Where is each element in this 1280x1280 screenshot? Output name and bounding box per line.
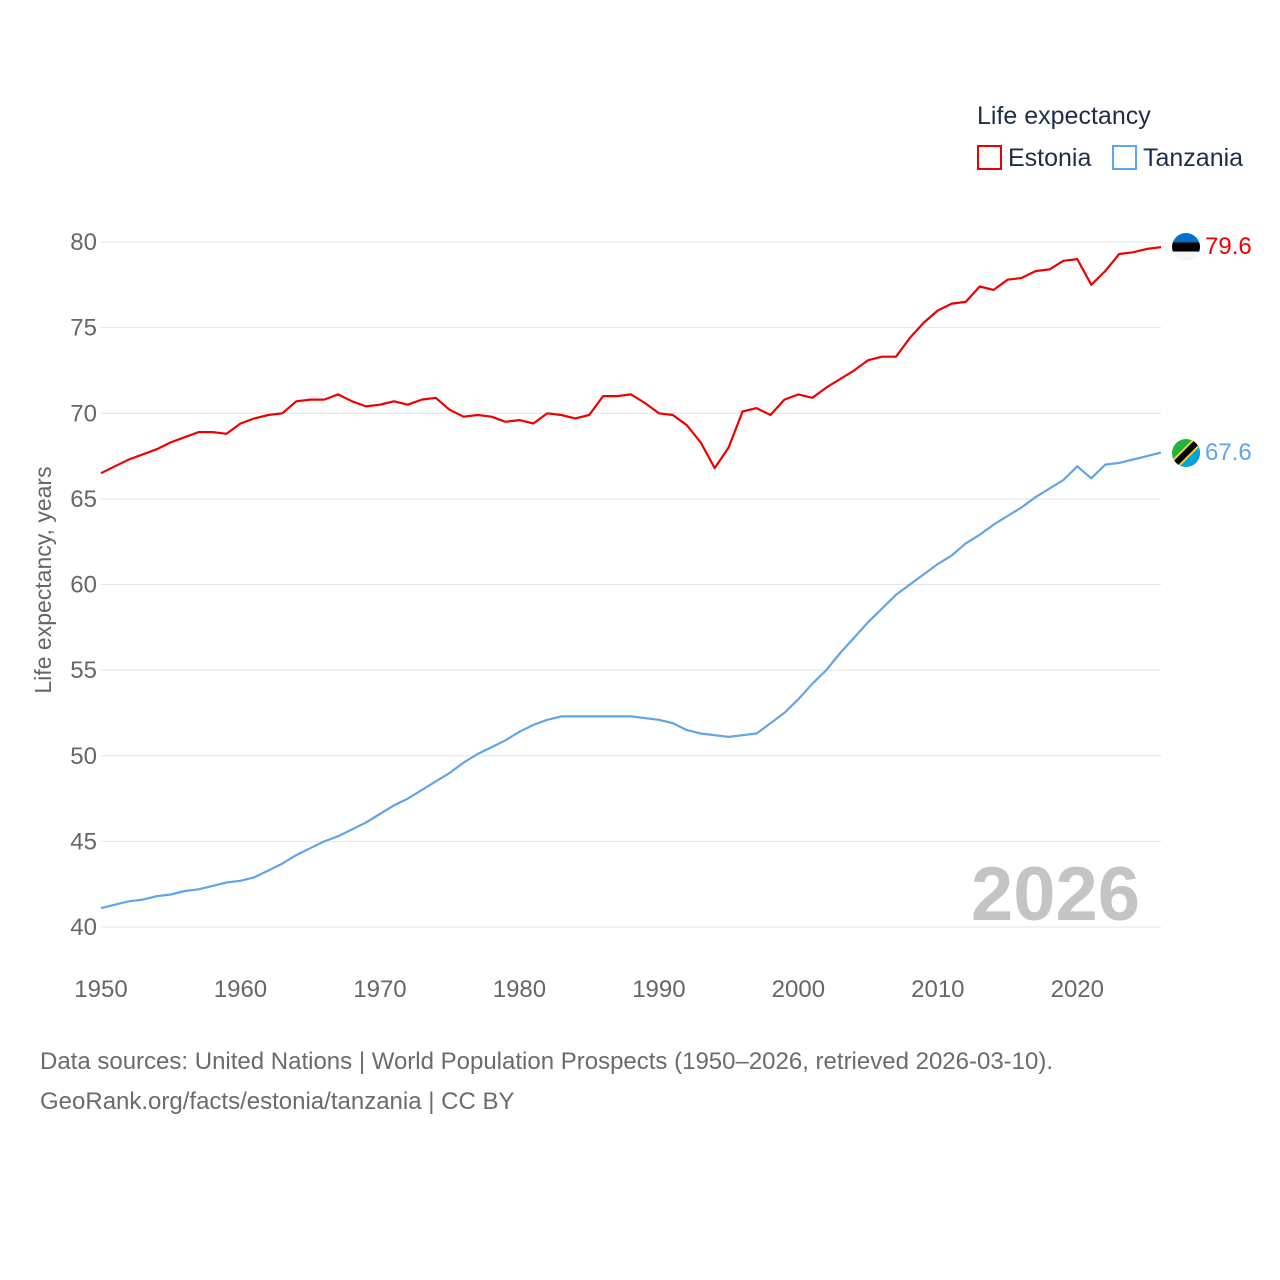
x-tick-label: 2000 (772, 976, 825, 1003)
estonia-flag-icon (1172, 233, 1200, 261)
y-tick-label: 75 (70, 315, 97, 342)
legend: Life expectancy Estonia Tanzania (977, 102, 1243, 172)
current-year-watermark: 2026 (971, 852, 1140, 937)
y-tick-label: 80 (70, 229, 97, 256)
x-tick-label: 1970 (353, 976, 406, 1003)
x-tick-label: 2020 (1051, 976, 1104, 1003)
end-label-tanzania: 67.6 (1205, 439, 1252, 466)
life-expectancy-chart: Life expectancy Estonia Tanzania 40 45 50 5… (30, 102, 1252, 1003)
x-axis-ticks: 1950 1960 1970 1980 1990 2000 2010 2020 (74, 976, 1104, 1003)
legend-swatch-tanzania (1112, 145, 1137, 170)
y-axis-ticks: 40 45 50 55 60 65 70 75 80 (70, 229, 97, 941)
gridlines (101, 241, 1161, 928)
legend-title: Life expectancy (977, 102, 1151, 130)
legend-label-tanzania: Tanzania (1143, 144, 1243, 172)
legend-label-estonia: Estonia (1008, 144, 1091, 172)
y-axis-title: Life expectancy, years (30, 466, 56, 693)
attribution-link[interactable]: GeoRank.org/facts/estonia/tanzania | CC … (40, 1088, 515, 1115)
end-label-estonia: 79.6 (1205, 233, 1252, 260)
y-tick-label: 55 (70, 657, 97, 684)
series-lines (100, 246, 1162, 910)
x-tick-label: 1980 (493, 976, 546, 1003)
legend-item-estonia[interactable]: Estonia (977, 144, 1091, 172)
x-tick-label: 1960 (214, 976, 267, 1003)
series-line-estonia[interactable] (100, 246, 1162, 475)
x-tick-label: 2010 (911, 976, 964, 1003)
x-tick-label: 1990 (632, 976, 685, 1003)
y-tick-label: 70 (70, 400, 97, 427)
legend-item-tanzania[interactable]: Tanzania (1112, 144, 1243, 172)
data-sources-text: Data sources: United Nations | World Pop… (40, 1048, 1054, 1075)
tanzania-flag-icon (1172, 439, 1200, 467)
series-line-tanzania[interactable] (100, 451, 1162, 910)
y-tick-label: 40 (70, 914, 97, 941)
footer: Data sources: United Nations | World Pop… (40, 1042, 1053, 1122)
y-tick-label: 60 (70, 572, 97, 599)
y-tick-label: 45 (70, 828, 97, 855)
y-tick-label: 50 (70, 743, 97, 770)
y-tick-label: 65 (70, 486, 97, 513)
legend-swatch-estonia (977, 145, 1002, 170)
x-tick-label: 1950 (74, 976, 127, 1003)
